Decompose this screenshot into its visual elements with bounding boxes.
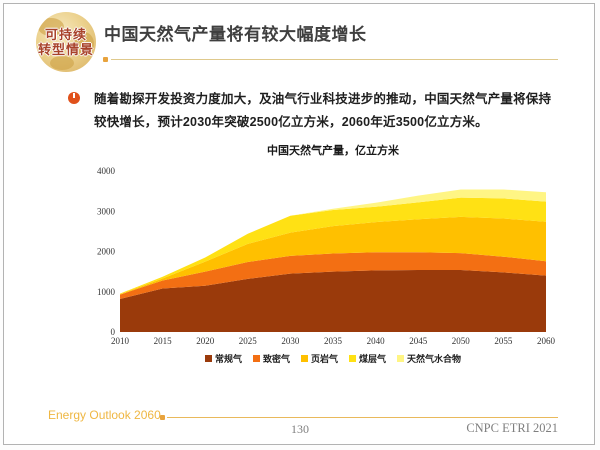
globe-continent-shape <box>74 32 94 56</box>
x-axis-tick: 2030 <box>281 336 300 346</box>
legend-item-4: 天然气水合物 <box>397 352 461 365</box>
area-series-0 <box>120 270 546 332</box>
legend-label: 页岩气 <box>310 354 338 364</box>
area-series-2 <box>120 216 546 295</box>
legend-label: 天然气水合物 <box>407 354 462 364</box>
legend-item-3: 煤层气 <box>349 352 386 365</box>
legend-swatch-icon <box>397 355 405 362</box>
legend-label: 煤层气 <box>359 354 387 364</box>
x-axis-tick: 2040 <box>367 336 386 346</box>
x-axis-tick: 2050 <box>452 336 471 346</box>
organization-credit: CNPC ETRI 2021 <box>466 421 558 435</box>
footer-rule-line <box>167 417 558 418</box>
globe-continent-shape <box>50 56 74 70</box>
scenario-badge-line1: 可持续 <box>44 27 87 42</box>
y-axis-tick: 0 <box>111 327 116 337</box>
legend-item-2: 页岩气 <box>300 352 338 365</box>
legend-label: 致密气 <box>262 354 290 364</box>
bullet-paragraph: 随着勘探开发投资力度加大，及油气行业科技进步的推动，中国天然气产量将保持较快增长… <box>94 92 552 130</box>
stacked-area-chart: 0 1000 2000 3000 4000 2010 2015 2020 2025 2030 203… <box>97 166 556 346</box>
y-axis-tick: 4000 <box>97 166 116 176</box>
presentation-slide: 可持续 转型情景 中国天然气产量将有较大幅度增长 随着勘探开发投资力度加大，及油… <box>3 3 595 445</box>
title-rule-line <box>111 59 558 60</box>
y-axis-tick: 2000 <box>97 247 116 257</box>
title-rule-dot <box>103 57 108 62</box>
chart-legend: 常规气 致密气 页岩气 煤层气 天然气水合物 <box>104 352 562 365</box>
legend-item-1: 致密气 <box>252 352 290 365</box>
x-axis-tick: 2015 <box>154 336 173 346</box>
legend-swatch-icon <box>349 355 356 362</box>
slide-title: 中国天然气产量将有较大幅度增长 <box>104 25 367 44</box>
scenario-badge-logo: 可持续 转型情景 <box>36 12 96 72</box>
chart-title: 中国天然气产量，亿立方米 <box>267 145 399 157</box>
report-name: Energy Outlook 2060 <box>48 408 161 422</box>
x-axis-tick: 2025 <box>239 336 258 346</box>
x-axis-tick: 2060 <box>537 336 556 346</box>
footer-rule-dot <box>160 415 165 420</box>
y-axis-tick: 3000 <box>97 206 116 216</box>
legend-item-0: 常规气 <box>204 352 242 365</box>
page-number: 130 <box>291 422 309 436</box>
x-axis-tick: 2045 <box>409 336 428 346</box>
power-bullet-icon <box>68 92 80 104</box>
scenario-badge-line2: 转型情景 <box>37 42 94 57</box>
x-axis-tick: 2020 <box>196 336 215 346</box>
legend-swatch-icon <box>300 355 308 362</box>
y-axis-tick: 1000 <box>97 287 116 297</box>
legend-swatch-icon <box>204 355 212 362</box>
legend-label: 常规气 <box>214 354 242 364</box>
legend-swatch-icon <box>252 355 260 362</box>
area-series-3 <box>120 197 546 295</box>
area-series-1 <box>120 252 546 299</box>
x-axis-tick: 2055 <box>494 336 513 346</box>
globe-continent-shape <box>38 18 64 36</box>
x-axis-tick: 2010 <box>111 336 130 346</box>
x-axis-tick: 2035 <box>324 336 343 346</box>
